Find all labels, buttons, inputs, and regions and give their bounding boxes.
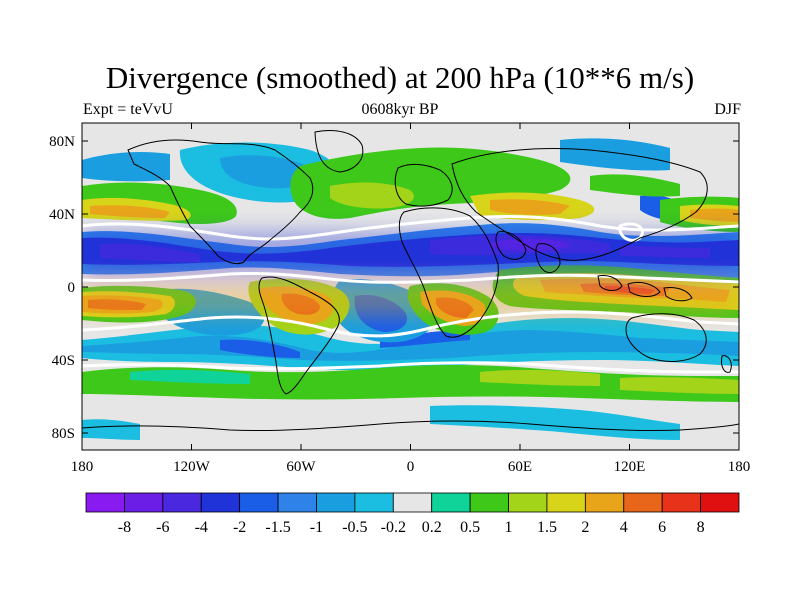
colorbar-box — [431, 492, 471, 513]
colorbar-label: -1 — [310, 519, 323, 536]
colorbar-label: -0.5 — [342, 519, 367, 536]
colorbar-box — [162, 492, 202, 513]
x-tick-label: 120E — [614, 459, 646, 475]
colorbar-box — [124, 492, 164, 513]
colorbar-box — [469, 492, 509, 513]
colorbar-label: 6 — [658, 519, 666, 536]
colorbar-box — [700, 492, 740, 513]
colorbar-box — [277, 492, 317, 513]
colorbar-box — [584, 492, 625, 513]
colorbar-label: -1.5 — [265, 519, 290, 536]
colorbar-label: 2 — [581, 519, 589, 536]
experiment-label: Expt = teVvU — [83, 101, 173, 118]
y-tick-label: 80S — [52, 426, 75, 442]
time-label: 0608kyr BP — [361, 101, 439, 118]
colorbar-box — [392, 492, 433, 513]
colorbar-label: 1 — [505, 519, 513, 536]
x-axis-labels: 180 120W 60W 0 60E 120E 180 — [71, 459, 751, 475]
x-tick-label: 180 — [728, 459, 751, 475]
zero-contours — [82, 214, 739, 374]
colorbar-label: -8 — [118, 519, 131, 536]
y-tick-label: 40N — [49, 207, 75, 223]
colorbar-label: 1.5 — [537, 519, 557, 536]
y-tick-label: 0 — [68, 280, 76, 296]
coastlines — [82, 130, 739, 432]
colorbar-label: -2 — [233, 519, 246, 536]
colorbar-box — [546, 492, 586, 513]
season-label: DJF — [714, 101, 741, 118]
colorbar-label: 8 — [697, 519, 705, 536]
divergence-field — [82, 123, 739, 450]
colorbar-box — [316, 492, 356, 513]
colorbar-box — [354, 492, 394, 513]
axis-ticks — [81, 123, 740, 450]
x-tick-label: 60W — [286, 459, 316, 475]
smoothing-overlay — [82, 230, 739, 316]
colorbar-box — [85, 492, 125, 513]
colorbar: -8 -6 -4 -2 -1.5 -1 -0.5 -0.2 0.2 0.5 1 1.5 2 4 6 8 — [85, 492, 740, 536]
colorbar-label: 0.5 — [460, 519, 480, 536]
colorbar-box — [623, 492, 663, 513]
colorbar-label: 4 — [620, 519, 628, 536]
colorbar-box — [661, 492, 701, 513]
y-tick-label: 40S — [52, 353, 75, 369]
x-tick-label: 120W — [173, 459, 211, 475]
x-tick-label: 0 — [407, 459, 415, 475]
x-tick-label: 60E — [508, 459, 532, 475]
colorbar-label: 0.2 — [422, 519, 442, 536]
colorbar-label: -6 — [156, 519, 169, 536]
colorbar-box — [239, 492, 279, 513]
colorbar-label: -4 — [195, 519, 208, 536]
plot-title: Divergence (smoothed) at 200 hPa (10**6 … — [105, 60, 695, 95]
y-axis-labels: 80N 40N 0 40S 80S — [49, 134, 75, 442]
colorbar-box — [200, 492, 241, 513]
x-tick-label: 180 — [71, 459, 94, 475]
colorbar-label: -0.2 — [381, 519, 406, 536]
colorbar-box — [508, 492, 548, 513]
y-tick-label: 80N — [49, 134, 75, 150]
